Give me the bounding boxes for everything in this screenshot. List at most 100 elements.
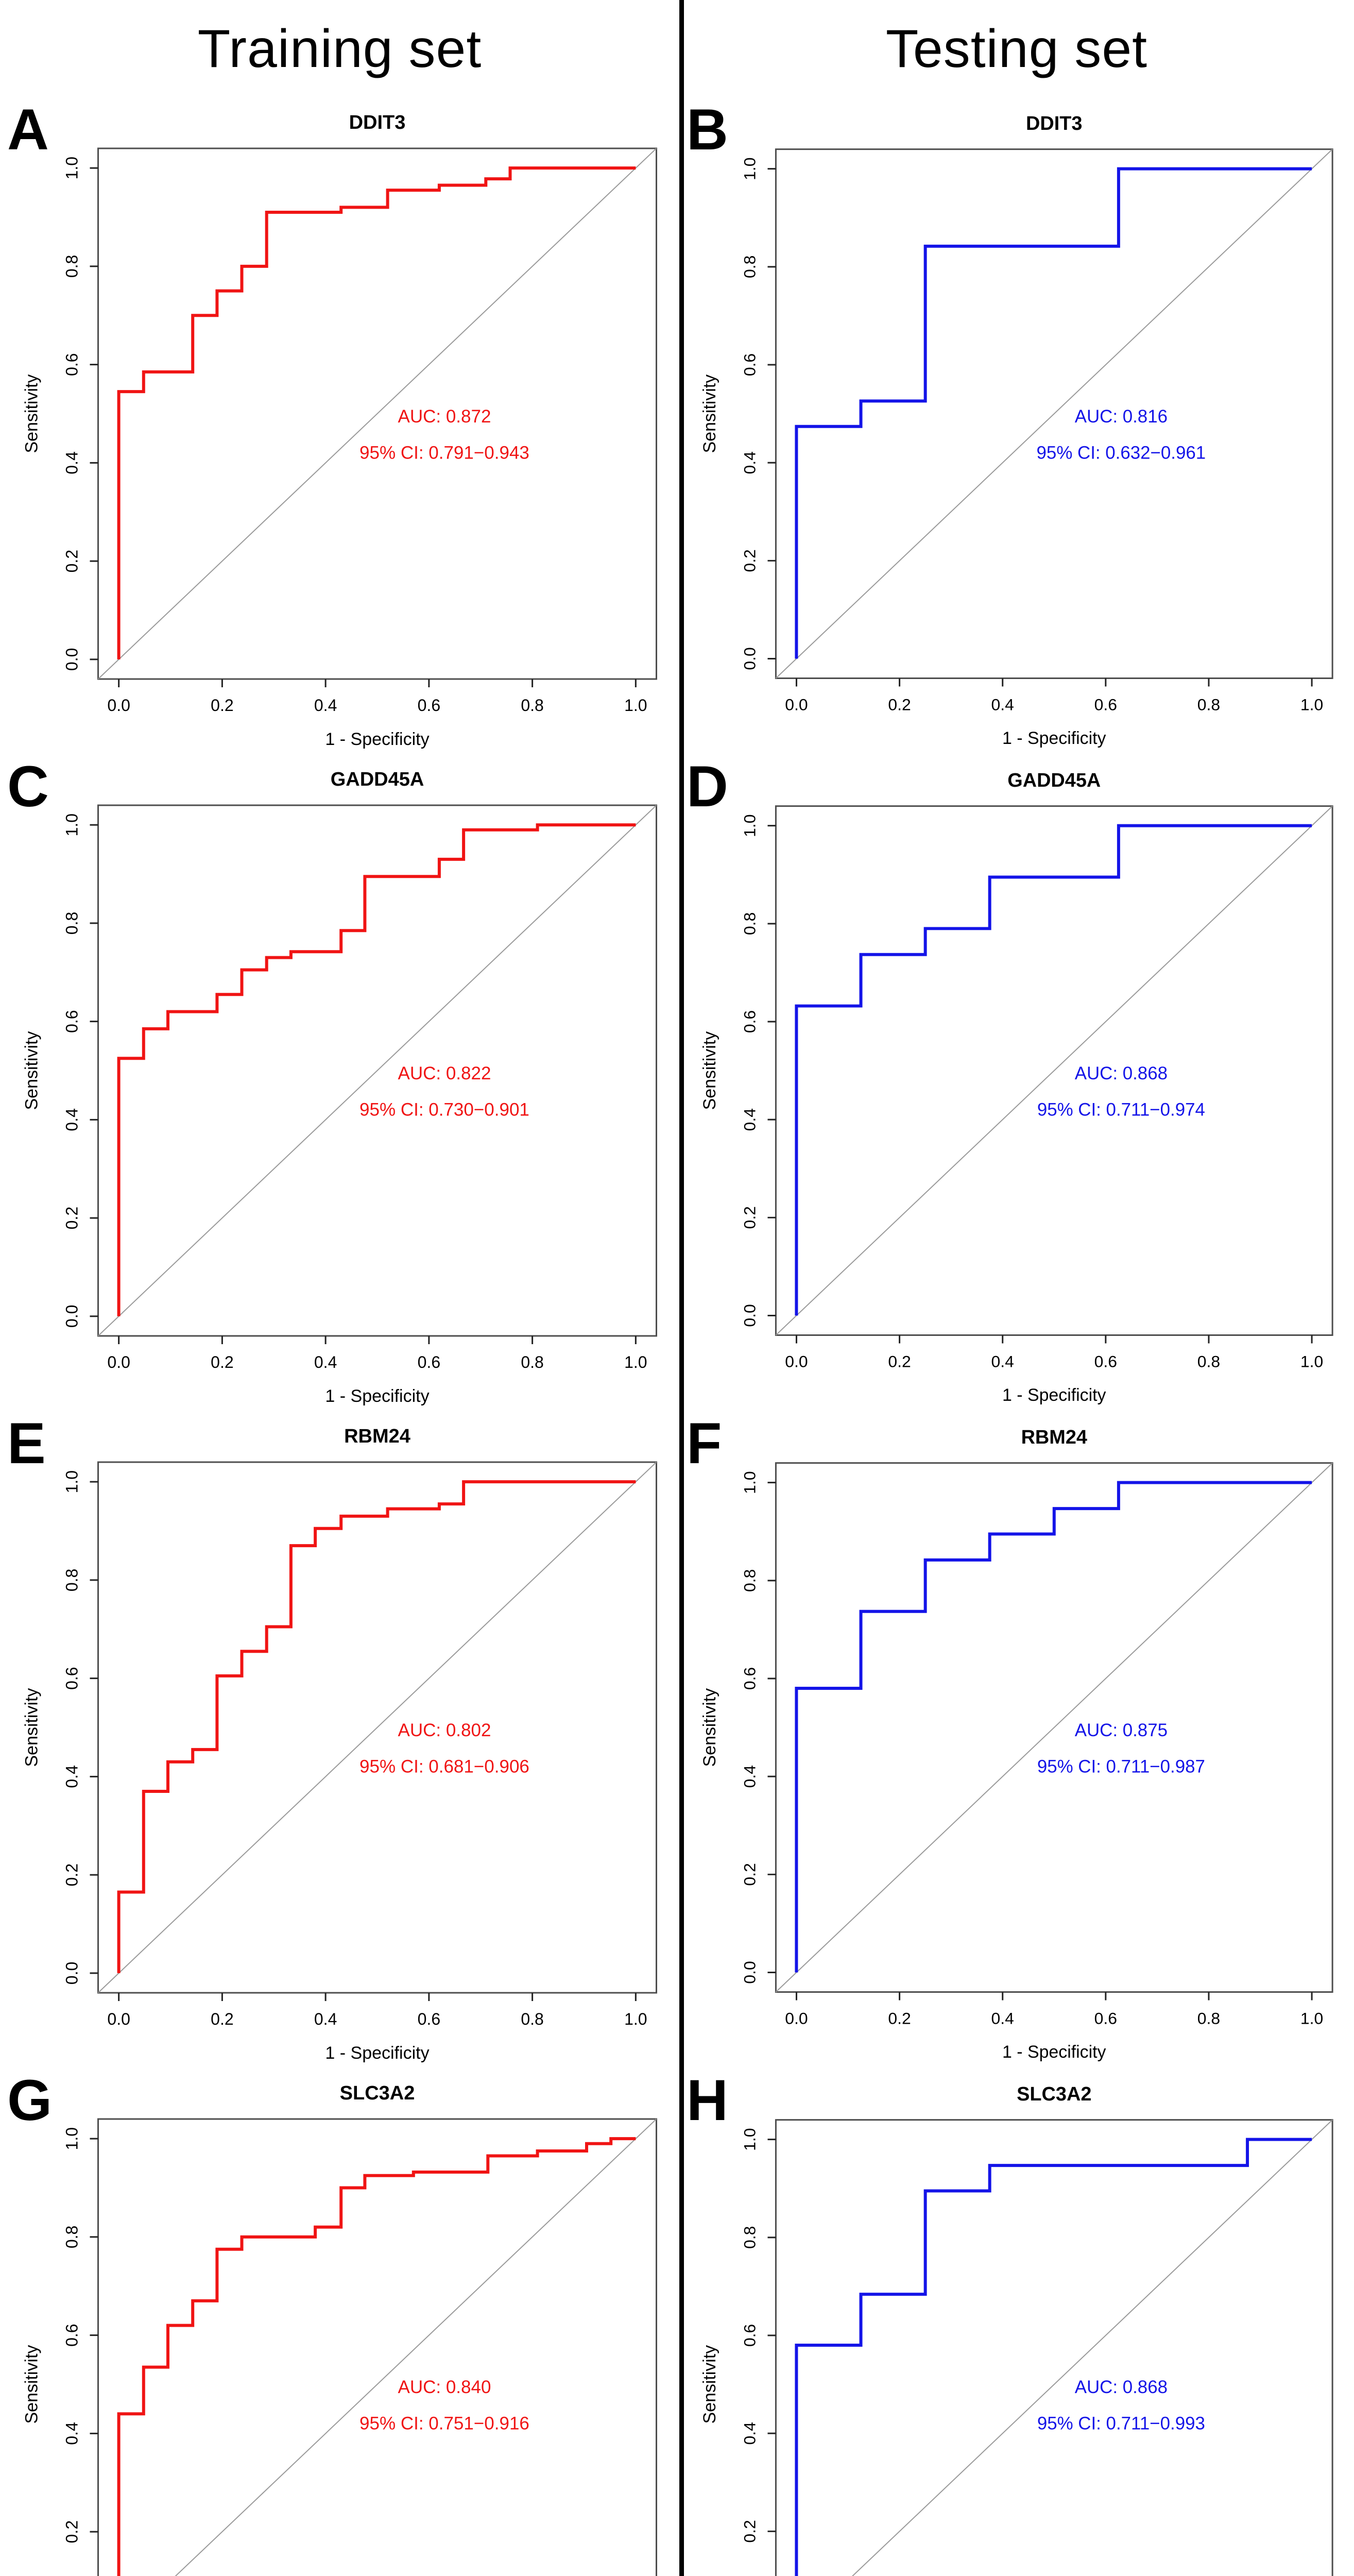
plot-border bbox=[775, 1462, 1333, 1993]
roc-curve bbox=[795, 824, 1312, 1316]
y-tick-label: 0.4 bbox=[741, 1765, 759, 1788]
x-tick-label: 0.8 bbox=[1197, 1352, 1220, 1370]
y-axis-title: Sensitivity bbox=[22, 1688, 42, 1767]
diagonal-reference-line bbox=[175, 2119, 657, 2576]
y-tick-label: 0.6 bbox=[63, 1667, 81, 1689]
roc-panel: G SLC3A20.00.00.20.20.40.40.60.60.80.81.… bbox=[0, 2069, 679, 2576]
y-tick-label: 1.0 bbox=[63, 814, 81, 836]
x-tick-label: 0.4 bbox=[991, 695, 1014, 714]
roc-chart: GADD45A 0.0 0.0 0.2 0.2 0.4 0.4 0.6 0.6 0.8 0.8 1.0… bbox=[700, 770, 1333, 1405]
y-tick-label: 0.4 bbox=[63, 1765, 81, 1788]
roc-panel: C GADD45A 0.0 0.0 0.2 0.2 0.4 0.4 0.6 0.6 0.8 0.8 1… bbox=[0, 755, 679, 1412]
x-tick-label: 0.0 bbox=[785, 1352, 808, 1370]
ci-annotation: 95% CI: 0.730−0.901 bbox=[359, 1100, 529, 1120]
panel-title: RBM24 bbox=[1021, 1427, 1087, 1448]
x-tick-label: 0.0 bbox=[785, 2009, 808, 2027]
y-tick-label: 0.6 bbox=[63, 353, 81, 376]
x-axis-title: 1 - Specificity bbox=[1002, 2042, 1106, 2062]
figure-header: Training set Testing set bbox=[0, 0, 1354, 98]
diagonal-reference-line bbox=[97, 805, 657, 1336]
roc-chart: RBM24 0.0 0.0 0.2 0.2 0.4 0.4 0.6 0.6 0.8 0.8 1.0 1.… bbox=[22, 1426, 657, 2063]
x-tick-label: 0.8 bbox=[1197, 695, 1220, 714]
roc-chart: DDIT3 0.0 0.0 0.2 0.2 0.4 0.4 0.6 0.6 0.8 0.8 1.0 1.… bbox=[22, 112, 657, 749]
y-tick-label: 0.8 bbox=[741, 912, 759, 935]
y-tick-label: 1.0 bbox=[741, 815, 759, 837]
plot-border bbox=[775, 2119, 1333, 2576]
x-tick-label: 1.0 bbox=[624, 1353, 647, 1371]
roc-chart: GADD45A 0.0 0.0 0.2 0.2 0.4 0.4 0.6 0.6 0.8 0.8 1.0… bbox=[22, 769, 657, 1406]
y-tick-label: 0.2 bbox=[741, 2520, 759, 2543]
y-tick-label: 0.2 bbox=[63, 1863, 81, 1886]
roc-chart: SLC3A20.00.00.20.20.40.40.60.60.80.81.01… bbox=[22, 2082, 657, 2576]
panel-letter: A bbox=[7, 97, 49, 162]
x-tick-label: 1.0 bbox=[1300, 2009, 1323, 2027]
x-tick-label: 1.0 bbox=[1300, 695, 1323, 714]
diagonal-reference-line bbox=[97, 148, 657, 680]
ci-annotation: 95% CI: 0.632−0.961 bbox=[1037, 443, 1206, 463]
y-tick-label: 0.8 bbox=[741, 1569, 759, 1592]
y-tick-label: 0.2 bbox=[741, 1206, 759, 1229]
roc-chart: RBM24 0.0 0.0 0.2 0.2 0.4 0.4 0.6 0.6 0.8 0.8 1.0 1.… bbox=[700, 1427, 1333, 2062]
y-tick-label: 1.0 bbox=[741, 158, 759, 180]
x-tick-label: 0.4 bbox=[314, 1353, 337, 1371]
roc-curve bbox=[795, 1481, 1312, 1973]
roc-curve bbox=[795, 2138, 1312, 2576]
diagonal-reference-line bbox=[97, 1462, 657, 1993]
y-axis-title: Sensitivity bbox=[22, 1031, 42, 1110]
x-axis-title: 1 - Specificity bbox=[325, 1386, 429, 1406]
x-tick-label: 0.8 bbox=[1197, 2009, 1220, 2027]
y-tick-label: 0.4 bbox=[741, 1108, 759, 1131]
panel-title: SLC3A2 bbox=[340, 2082, 415, 2104]
y-tick-label: 0.4 bbox=[741, 451, 759, 474]
diagonal-reference-line bbox=[775, 1462, 1333, 1993]
x-tick-label: 1.0 bbox=[624, 696, 647, 715]
x-tick-label: 0.4 bbox=[314, 696, 337, 715]
roc-panel: F RBM24 0.0 0.0 0.2 0.2 0.4 0.4 0.6 0.6 0.8 0.8 1.0… bbox=[679, 1412, 1354, 2069]
ci-annotation: 95% CI: 0.711−0.987 bbox=[1037, 1757, 1205, 1777]
auc-annotation: AUC: 0.816 bbox=[1075, 406, 1168, 427]
auc-annotation: AUC: 0.802 bbox=[398, 1720, 491, 1740]
y-tick-label: 0.4 bbox=[63, 451, 81, 474]
auc-annotation: AUC: 0.875 bbox=[1075, 1720, 1168, 1740]
diagonal-reference-line bbox=[851, 2119, 1333, 2576]
x-tick-label: 0.8 bbox=[521, 1353, 543, 1371]
ci-annotation: 95% CI: 0.711−0.993 bbox=[1037, 2414, 1205, 2434]
panel-title: DDIT3 bbox=[1026, 113, 1082, 134]
x-axis-title: 1 - Specificity bbox=[1002, 728, 1106, 748]
x-axis-title: 1 - Specificity bbox=[325, 730, 429, 749]
x-tick-label: 0.2 bbox=[888, 2009, 911, 2027]
y-tick-label: 0.8 bbox=[63, 255, 81, 278]
x-tick-label: 1.0 bbox=[624, 2010, 647, 2028]
y-tick-label: 1.0 bbox=[63, 2127, 81, 2150]
x-tick-label: 0.6 bbox=[1094, 2009, 1117, 2027]
y-tick-label: 1.0 bbox=[63, 1470, 81, 1493]
auc-annotation: AUC: 0.868 bbox=[1075, 2377, 1168, 2397]
training-set-title: Training set bbox=[197, 19, 482, 79]
y-tick-label: 0.4 bbox=[741, 2422, 759, 2445]
x-tick-label: 0.0 bbox=[107, 696, 130, 715]
panel-letter: H bbox=[687, 2068, 728, 2132]
y-tick-label: 0.2 bbox=[63, 2520, 81, 2543]
y-tick-label: 0.0 bbox=[63, 1962, 81, 1985]
y-tick-label: 0.0 bbox=[63, 1305, 81, 1328]
x-axis-title: 1 - Specificity bbox=[325, 2043, 429, 2063]
y-tick-label: 0.6 bbox=[63, 2324, 81, 2346]
y-axis-title: Sensitivity bbox=[700, 1688, 719, 1767]
roc-curve bbox=[795, 167, 1312, 659]
x-tick-label: 0.4 bbox=[991, 2009, 1014, 2027]
auc-annotation: AUC: 0.872 bbox=[398, 406, 491, 427]
x-axis-title: 1 - Specificity bbox=[1002, 1385, 1106, 1405]
plot-border bbox=[97, 1461, 657, 1994]
plot-border bbox=[775, 148, 1333, 680]
diagonal-reference-line bbox=[775, 805, 1333, 1336]
x-tick-label: 0.6 bbox=[418, 2010, 440, 2028]
plot-border bbox=[775, 805, 1333, 1336]
y-tick-label: 0.2 bbox=[741, 549, 759, 572]
y-tick-label: 0.6 bbox=[741, 353, 759, 376]
y-tick-label: 0.8 bbox=[741, 2226, 759, 2249]
auc-annotation: AUC: 0.840 bbox=[398, 2377, 491, 2397]
y-tick-label: 0.8 bbox=[63, 912, 81, 935]
x-tick-label: 0.6 bbox=[1094, 695, 1117, 714]
x-tick-label: 0.8 bbox=[521, 696, 543, 715]
y-axis-title: Sensitivity bbox=[22, 2345, 42, 2424]
